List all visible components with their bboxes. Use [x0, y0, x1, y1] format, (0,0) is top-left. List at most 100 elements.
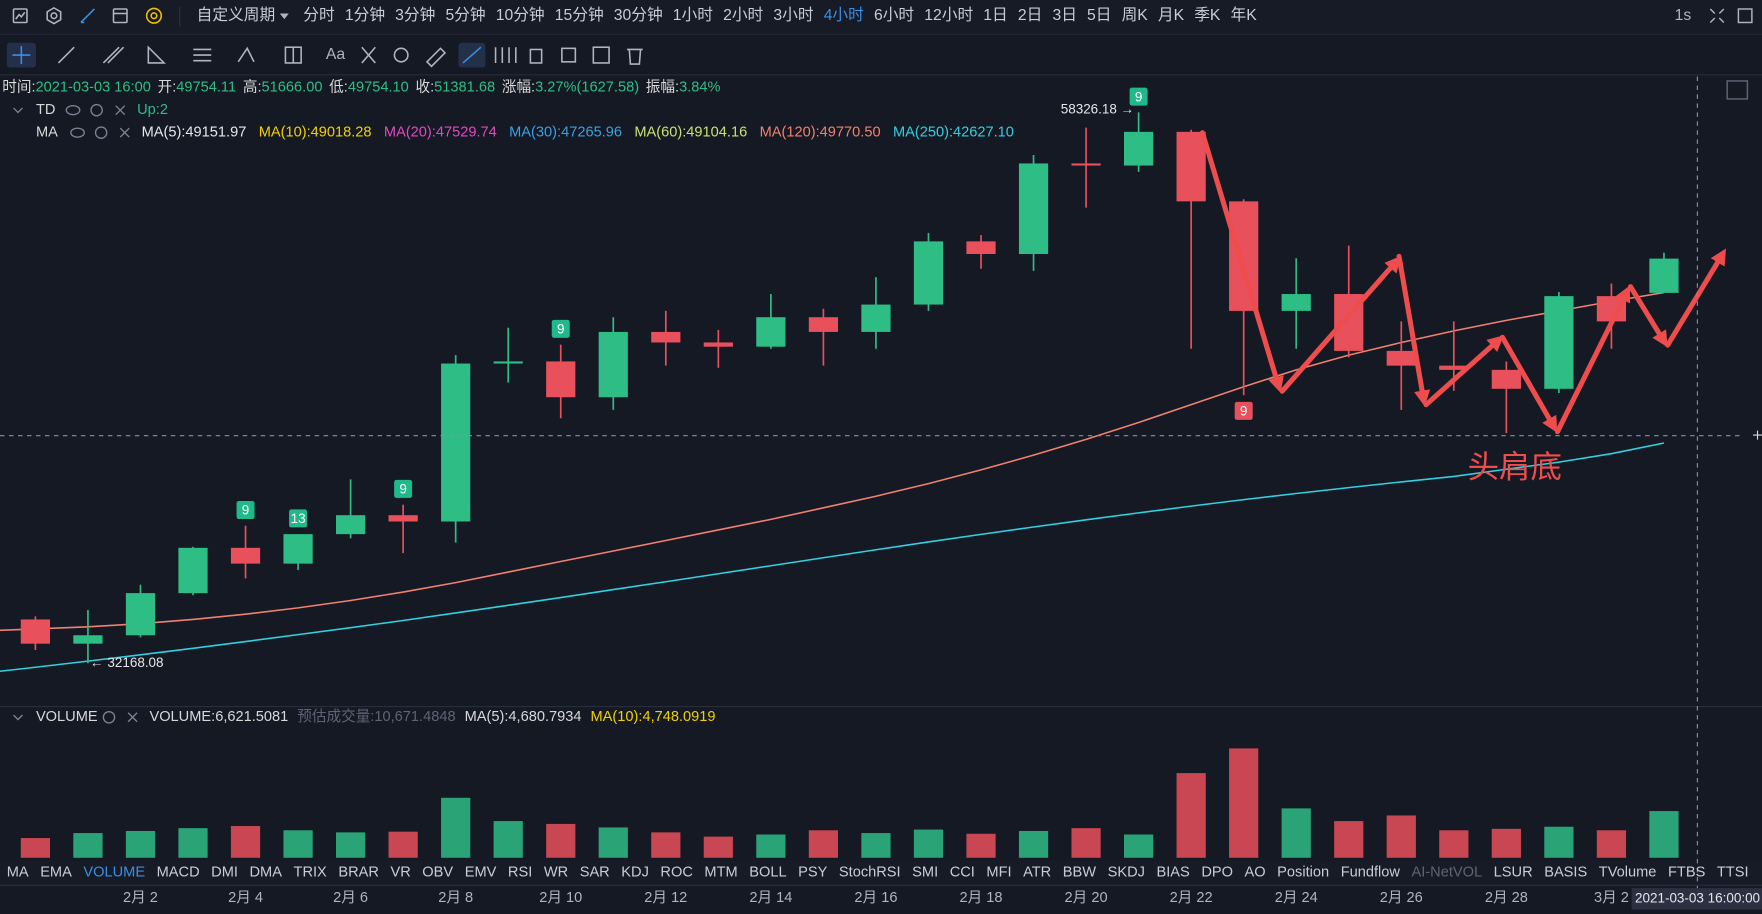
- period-option[interactable]: 12小时: [924, 6, 973, 24]
- period-option[interactable]: 1分钟: [345, 6, 385, 24]
- indicator-tab[interactable]: WR: [544, 864, 568, 880]
- x-tick-label: 2月 12: [644, 890, 687, 906]
- period-option[interactable]: 3小时: [773, 6, 813, 24]
- x-tick-label: 2月 28: [1485, 890, 1528, 906]
- period-option[interactable]: 4小时: [824, 6, 864, 24]
- period-option[interactable]: 年K: [1231, 6, 1258, 24]
- ma-legend: MA(60):49104.16: [634, 125, 747, 141]
- indicator-tab[interactable]: BRAR: [338, 864, 379, 880]
- period-option[interactable]: 自定义周期: [197, 6, 276, 24]
- indicator-tab[interactable]: BBW: [1063, 864, 1096, 880]
- indicator-tab[interactable]: DMA: [250, 864, 283, 880]
- indicator-tab[interactable]: DPO: [1201, 864, 1233, 880]
- volume-bar: [388, 831, 418, 858]
- volume-bar: [1649, 811, 1679, 858]
- indicator-tab[interactable]: RSI: [508, 864, 532, 880]
- volume-bar: [1491, 828, 1521, 858]
- period-option[interactable]: 6小时: [874, 6, 914, 24]
- period-option[interactable]: 10分钟: [496, 6, 545, 24]
- period-option[interactable]: 周K: [1122, 7, 1149, 24]
- volume-bar: [1544, 826, 1574, 858]
- indicator-tab[interactable]: TVolume: [1599, 864, 1657, 880]
- period-option[interactable]: 30分钟: [614, 6, 663, 24]
- indicator-tab[interactable]: SMI: [912, 864, 938, 880]
- indicator-tab[interactable]: LSUR: [1494, 864, 1533, 880]
- ma-legend: MA(10):49018.28: [259, 125, 372, 141]
- refresh-interval[interactable]: 1s: [1675, 7, 1692, 24]
- indicator-tab[interactable]: TRIX: [294, 864, 328, 880]
- td-label: 13: [291, 511, 306, 526]
- td-label: 9: [1240, 404, 1247, 419]
- candle-body: [73, 635, 103, 644]
- indicator-tab[interactable]: Position: [1277, 864, 1329, 880]
- period-option[interactable]: 1日: [983, 7, 1007, 24]
- indicator-tab[interactable]: CCI: [950, 864, 975, 880]
- drawn-arrows: [1199, 130, 1727, 435]
- indicator-tab[interactable]: VOLUME: [83, 864, 145, 880]
- period-option[interactable]: 2日: [1018, 7, 1042, 24]
- legend-icons[interactable]: [13, 103, 138, 724]
- top-icons[interactable]: [12, 6, 163, 25]
- candle-body: [388, 515, 418, 522]
- indicator-tab[interactable]: TTSI: [1717, 864, 1749, 880]
- info-label: 收:: [416, 79, 435, 96]
- indicator-tab[interactable]: KDJ: [621, 864, 649, 880]
- period-option[interactable]: 5分钟: [445, 6, 485, 24]
- period-option[interactable]: 月K: [1158, 7, 1185, 24]
- indicator-tab[interactable]: ATR: [1023, 864, 1051, 880]
- period-option[interactable]: 5日: [1087, 7, 1111, 24]
- period-option[interactable]: 3分钟: [395, 6, 435, 24]
- indicator-tab[interactable]: BASIS: [1544, 864, 1587, 880]
- indicator-tab[interactable]: EMA: [40, 864, 72, 880]
- x-tick-label: 2月 26: [1380, 890, 1423, 906]
- indicator-tab[interactable]: PSY: [798, 864, 827, 880]
- indicator-tab[interactable]: DMI: [211, 864, 238, 880]
- info-value: 49754.11: [176, 80, 236, 96]
- indicator-tab[interactable]: SAR: [580, 864, 610, 880]
- period-option[interactable]: 1小时: [673, 6, 713, 24]
- low-label: ← 32168.08: [90, 655, 163, 670]
- window-icons[interactable]: [1709, 8, 1753, 100]
- candle-body: [1124, 131, 1154, 166]
- candle-body: [756, 317, 786, 347]
- td-label: 9: [399, 482, 406, 497]
- indicator-tab[interactable]: VR: [390, 864, 410, 880]
- volume-bar: [178, 828, 208, 858]
- text-tool[interactable]: Aa: [326, 46, 345, 63]
- indicator-tab[interactable]: BIAS: [1156, 864, 1190, 880]
- info-label: 低:: [329, 79, 348, 96]
- indicator-tab[interactable]: MFI: [986, 864, 1011, 880]
- candle-body: [335, 515, 366, 535]
- info-value: 3.84%: [679, 80, 720, 96]
- volume-bar: [20, 838, 51, 858]
- indicator-tab[interactable]: BOLL: [749, 864, 786, 880]
- indicator-tab[interactable]: SKDJ: [1108, 864, 1145, 880]
- period-option[interactable]: 15分钟: [555, 6, 604, 24]
- indicator-tab[interactable]: AO: [1245, 864, 1266, 880]
- indicator-tab[interactable]: MACD: [157, 864, 200, 880]
- period-option[interactable]: 季K: [1194, 6, 1221, 24]
- high-label: 58326.18 →: [1061, 102, 1134, 117]
- volume-legend: VOLUME:6,621.5081: [149, 709, 288, 725]
- indicator-tab[interactable]: OBV: [422, 864, 453, 880]
- indicator-tab[interactable]: ROC: [660, 864, 692, 880]
- indicator-tab[interactable]: StochRSI: [839, 864, 901, 880]
- dropdown-caret[interactable]: [279, 13, 289, 20]
- candle-body: [20, 619, 51, 644]
- info-value: 51381.68: [434, 80, 495, 96]
- period-option[interactable]: 分时: [303, 6, 335, 24]
- drawing-tools[interactable]: [6, 42, 643, 68]
- volume-bar: [1176, 773, 1206, 858]
- indicator-tab[interactable]: MA: [7, 864, 29, 880]
- indicator-tab[interactable]: AI-NetVOL: [1412, 864, 1483, 880]
- indicator-tab[interactable]: MTM: [704, 864, 737, 880]
- indicator-tab[interactable]: EMV: [465, 864, 497, 880]
- td-status: Up:2: [137, 102, 168, 118]
- indicator-tab[interactable]: FTBS: [1668, 864, 1706, 880]
- td-name: TD: [36, 102, 55, 118]
- period-option[interactable]: 2小时: [723, 6, 763, 24]
- x-tick-label: 3月 2: [1594, 890, 1629, 906]
- period-option[interactable]: 3日: [1052, 7, 1076, 24]
- indicator-tab[interactable]: Fundflow: [1341, 864, 1401, 880]
- candle-body: [230, 547, 261, 564]
